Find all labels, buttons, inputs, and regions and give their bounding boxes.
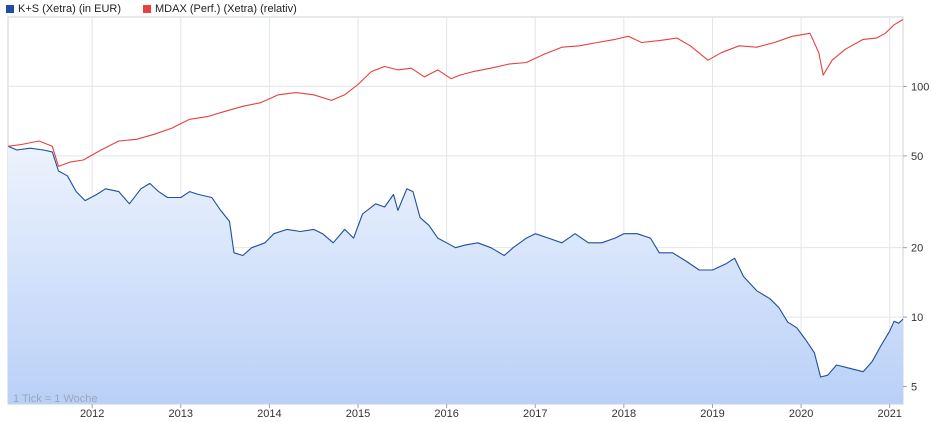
legend-swatch-ks	[6, 5, 14, 13]
series-area-ks	[8, 146, 903, 405]
legend-label-mdax: MDAX (Perf.) (Xetra) (relativ)	[155, 3, 297, 15]
series-line-mdax	[7, 19, 904, 167]
legend-item-mdax: MDAX (Perf.) (Xetra) (relativ)	[143, 3, 297, 15]
y-tick-label: 10	[911, 312, 923, 324]
y-tick-label: 100	[911, 81, 929, 93]
x-tick-label: 2018	[612, 408, 636, 420]
legend-swatch-mdax	[143, 5, 151, 13]
series-line-ks	[7, 145, 904, 378]
x-tick-label: 2021	[877, 408, 901, 420]
x-tick-label: 2014	[257, 408, 281, 420]
legend: K+S (Xetra) (in EUR) MDAX (Perf.) (Xetra…	[6, 3, 319, 15]
x-tick-label: 2016	[434, 408, 458, 420]
axes: 2012 2013 2014 2015 2016 2017 2018 2019 2020 2021…	[80, 81, 929, 420]
y-tick-label: 5	[911, 382, 917, 394]
x-tick-label: 2012	[80, 408, 104, 420]
series-layer	[7, 19, 904, 405]
x-tick-label: 2020	[789, 408, 813, 420]
x-tick-label: 2019	[700, 408, 724, 420]
legend-item-ks: K+S (Xetra) (in EUR)	[6, 3, 121, 15]
x-tick-label: 2017	[523, 408, 547, 420]
chart-note: 1 Tick = 1 Woche	[13, 393, 97, 405]
y-tick-label: 50	[911, 151, 923, 163]
x-tick-label: 2013	[169, 408, 193, 420]
x-tick-label: 2015	[346, 408, 370, 420]
legend-label-ks: K+S (Xetra) (in EUR)	[18, 3, 121, 15]
y-tick-label: 20	[911, 243, 923, 255]
